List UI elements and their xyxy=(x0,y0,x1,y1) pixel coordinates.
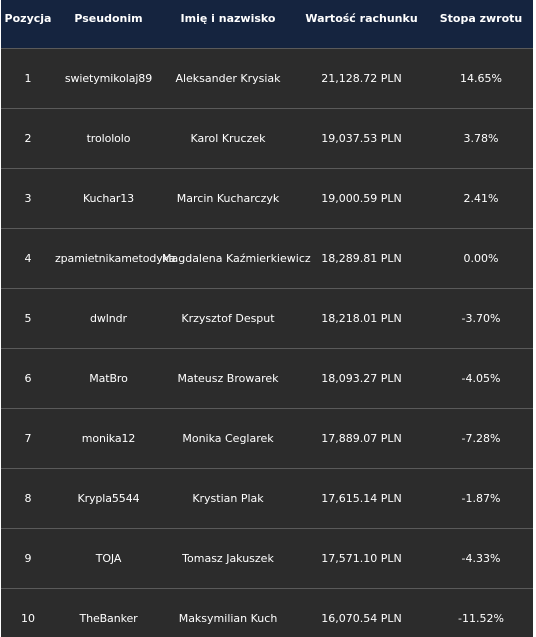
position-cell: 6 xyxy=(24,371,32,385)
username-cell: dwlndr xyxy=(90,311,127,325)
position-cell: 9 xyxy=(24,551,32,565)
return-rate-cell: -3.70% xyxy=(461,311,501,325)
table-row: 4 zpamietnikametodyka Magdalena Kaźmierk… xyxy=(1,228,533,288)
full-name-cell: Mateusz Browarek xyxy=(177,371,279,385)
account-value-cell: 21,128.72 PLN xyxy=(321,71,402,85)
return-rate-cell: 0.00% xyxy=(463,251,499,265)
header-position: Pozycja xyxy=(4,12,52,25)
username-cell: TheBanker xyxy=(79,611,138,625)
table-row: 3 Kuchar13 Marcin Kucharczyk 19,000.59 P… xyxy=(1,168,533,228)
position-cell: 10 xyxy=(21,611,35,625)
account-value-cell: 19,000.59 PLN xyxy=(321,191,402,205)
full-name-cell: Aleksander Krysiak xyxy=(175,71,281,85)
username-cell: Krypla5544 xyxy=(77,491,140,505)
header-return-rate: Stopa zwrotu xyxy=(439,12,523,25)
account-value-cell: 17,571.10 PLN xyxy=(321,551,402,565)
username-cell: Kuchar13 xyxy=(82,191,135,205)
full-name-cell: Marcin Kucharczyk xyxy=(176,191,280,205)
username-cell: zpamietnikametodyka xyxy=(55,251,176,265)
table-row: 2 trolololo Karol Kruczek 19,037.53 PLN … xyxy=(1,108,533,168)
ranking-table-header: Pozycja Pseudonim Imię i nazwisko Wartoś… xyxy=(1,0,533,48)
username-cell: trolololo xyxy=(86,131,131,145)
position-cell: 3 xyxy=(24,191,32,205)
header-account-value: Wartość rachunku xyxy=(305,12,418,25)
position-cell: 5 xyxy=(24,311,32,325)
table-row: 1 swietymikolaj89 Aleksander Krysiak 21,… xyxy=(1,48,533,108)
account-value-cell: 17,615.14 PLN xyxy=(321,491,402,505)
full-name-cell: Krystian Plak xyxy=(192,491,264,505)
full-name-cell: Maksymilian Kuch xyxy=(178,611,278,625)
return-rate-cell: 2.41% xyxy=(463,191,499,205)
header-full-name: Imię i nazwisko xyxy=(180,12,276,25)
table-row: 6 MatBro Mateusz Browarek 18,093.27 PLN … xyxy=(1,348,533,408)
position-cell: 2 xyxy=(24,131,32,145)
return-rate-cell: 3.78% xyxy=(463,131,499,145)
return-rate-cell: -7.28% xyxy=(461,431,501,445)
username-cell: MatBro xyxy=(89,371,128,385)
position-cell: 1 xyxy=(24,71,32,85)
account-value-cell: 18,093.27 PLN xyxy=(321,371,402,385)
table-row: 9 TOJA Tomasz Jakuszek 17,571.10 PLN -4.… xyxy=(1,528,533,588)
account-value-cell: 18,289.81 PLN xyxy=(321,251,402,265)
table-row: 8 Krypla5544 Krystian Plak 17,615.14 PLN… xyxy=(1,468,533,528)
full-name-cell: Magdalena Kaźmierkiewicz xyxy=(162,251,311,265)
account-value-cell: 16,070.54 PLN xyxy=(321,611,402,625)
table-row: 5 dwlndr Krzysztof Desput 18,218.01 PLN … xyxy=(1,288,533,348)
account-value-cell: 18,218.01 PLN xyxy=(321,311,402,325)
username-cell: swietymikolaj89 xyxy=(64,71,153,85)
full-name-cell: Monika Ceglarek xyxy=(182,431,274,445)
position-cell: 8 xyxy=(24,491,32,505)
full-name-cell: Tomasz Jakuszek xyxy=(182,551,274,565)
account-value-cell: 19,037.53 PLN xyxy=(321,131,402,145)
header-username: Pseudonim xyxy=(74,12,143,25)
return-rate-cell: -1.87% xyxy=(461,491,501,505)
return-rate-cell: -11.52% xyxy=(458,611,504,625)
username-cell: monika12 xyxy=(81,431,136,445)
full-name-cell: Karol Kruczek xyxy=(190,131,266,145)
account-value-cell: 17,889.07 PLN xyxy=(321,431,402,445)
return-rate-cell: -4.33% xyxy=(461,551,501,565)
full-name-cell: Krzysztof Desput xyxy=(181,311,275,325)
header-row: Pozycja Pseudonim Imię i nazwisko Wartoś… xyxy=(1,0,533,48)
table-row: 7 monika12 Monika Ceglarek 17,889.07 PLN… xyxy=(1,408,533,468)
position-cell: 7 xyxy=(24,431,32,445)
username-cell: TOJA xyxy=(95,551,122,565)
position-cell: 4 xyxy=(24,251,32,265)
return-rate-cell: 14.65% xyxy=(460,71,502,85)
return-rate-cell: -4.05% xyxy=(461,371,501,385)
ranking-table-body: 1 swietymikolaj89 Aleksander Krysiak 21,… xyxy=(1,48,533,637)
table-row: 10 TheBanker Maksymilian Kuch 16,070.54 … xyxy=(1,588,533,637)
